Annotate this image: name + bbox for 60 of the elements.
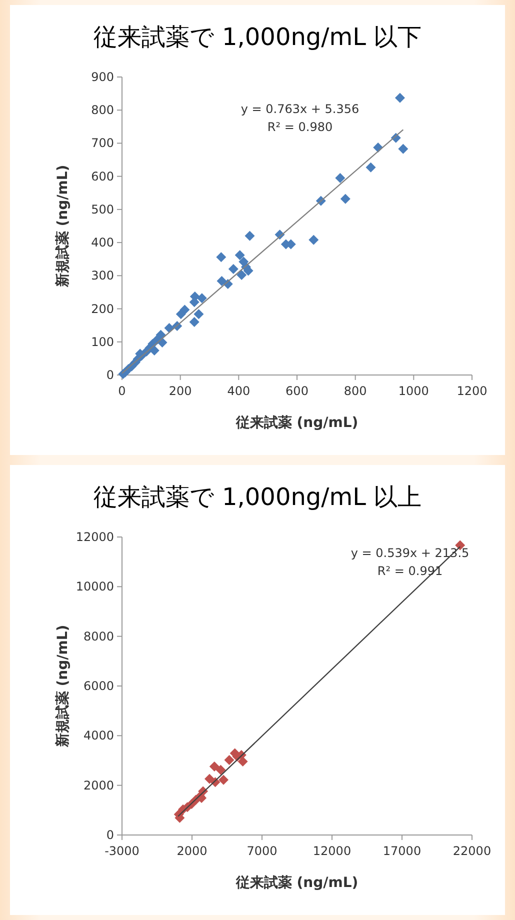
y-tick-label: 100 bbox=[91, 334, 114, 349]
point bbox=[238, 756, 248, 766]
x-tick-label: 0 bbox=[118, 384, 126, 398]
y-tick-label: 2000 bbox=[83, 778, 114, 792]
point bbox=[228, 264, 238, 274]
x-tick-label: 200 bbox=[168, 384, 192, 398]
y-tick-label: 0 bbox=[106, 828, 114, 842]
chart-title: 従来試薬で 1,000ng/mL 以下 bbox=[93, 23, 422, 51]
annotation: y = 0.763x + 5.356 bbox=[240, 102, 360, 116]
x-tick-label: 800 bbox=[344, 384, 367, 398]
y-tick-label: 8000 bbox=[83, 629, 114, 644]
point bbox=[224, 755, 234, 766]
point bbox=[218, 774, 228, 785]
x-tick-label: 1000 bbox=[398, 384, 429, 398]
point bbox=[366, 162, 376, 172]
x-tick-label: 7000 bbox=[246, 844, 278, 858]
y-tick-label: 700 bbox=[91, 136, 114, 150]
annotation: R² = 0.980 bbox=[267, 120, 333, 134]
y-tick-label: 300 bbox=[91, 268, 114, 283]
x-tick-label: 22000 bbox=[452, 844, 492, 858]
y-tick-label: 6000 bbox=[83, 679, 114, 693]
point bbox=[335, 172, 346, 183]
point bbox=[398, 144, 408, 154]
point bbox=[234, 250, 245, 260]
y-tick-label: 12000 bbox=[76, 530, 114, 544]
x-axis-title: 従来試薬 (ng/mL) bbox=[234, 414, 358, 431]
y-tick-label: 900 bbox=[91, 70, 114, 84]
x-axis-title: 従来試薬 (ng/mL) bbox=[234, 874, 358, 891]
x-tick-label: 2000 bbox=[176, 844, 208, 858]
point bbox=[236, 270, 247, 280]
point bbox=[216, 764, 226, 775]
y-axis-title: 新規試薬 (ng/mL) bbox=[54, 624, 71, 748]
x-tick-label: -3000 bbox=[104, 844, 140, 858]
x-tick-label: 12000 bbox=[312, 844, 352, 858]
y-tick-label: 4000 bbox=[83, 728, 114, 743]
point bbox=[209, 761, 220, 772]
point bbox=[308, 234, 319, 245]
point bbox=[394, 92, 405, 103]
x-tick-label: 1200 bbox=[456, 384, 488, 398]
y-tick-label: 500 bbox=[91, 202, 114, 216]
point bbox=[340, 194, 350, 204]
y-tick-label: 400 bbox=[91, 236, 114, 250]
point bbox=[176, 309, 186, 320]
x-tick-label: 600 bbox=[286, 384, 308, 398]
y-tick-label: 800 bbox=[91, 103, 114, 118]
point bbox=[216, 276, 227, 286]
y-tick-label: 600 bbox=[91, 169, 114, 184]
y-tick-label: 10000 bbox=[76, 580, 114, 594]
x-tick-label: 400 bbox=[227, 384, 250, 398]
y-tick-label: 200 bbox=[91, 302, 114, 316]
point bbox=[216, 252, 226, 262]
chart-title: 従来試薬で 1,000ng/mL 以上 bbox=[93, 483, 422, 511]
point bbox=[244, 230, 255, 241]
point bbox=[196, 293, 207, 304]
point bbox=[194, 309, 204, 320]
point bbox=[189, 317, 200, 328]
y-axis-title: 新規試薬 (ng/mL) bbox=[54, 164, 71, 288]
y-tick-label: 0 bbox=[106, 368, 114, 382]
point bbox=[204, 774, 214, 784]
x-tick-label: 17000 bbox=[382, 844, 422, 858]
